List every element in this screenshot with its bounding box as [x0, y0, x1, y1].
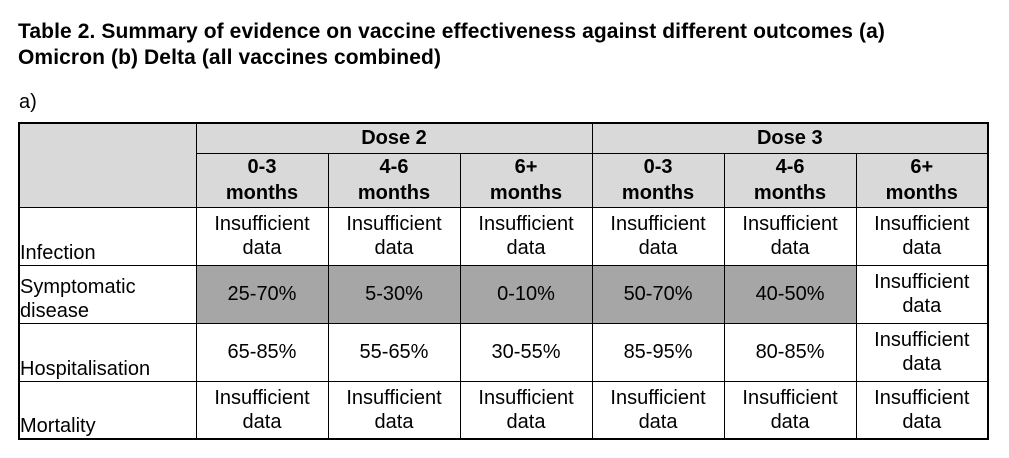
col-header-dose2-4-6-months: 4-6 months [327, 152, 461, 208]
table-cell: 65-85% [195, 322, 329, 382]
table-cell: Insufficient data [195, 206, 329, 266]
table-cell: Insufficient data [855, 380, 989, 440]
table-cell: Insufficient data [723, 380, 857, 440]
col-header-dose3-6plus-months: 6+ months [855, 152, 989, 208]
table-cell: Insufficient data [459, 380, 593, 440]
col-header-dose3-0-3-months: 0-3 months [591, 152, 725, 208]
col-header-dose3-4-6-months: 4-6 months [723, 152, 857, 208]
row-label-symptomatic-disease: Symptomatic disease [18, 264, 197, 324]
document-page: Table 2. Summary of evidence on vaccine … [18, 20, 990, 440]
table-cell-highlighted: 40-50% [723, 264, 857, 324]
table-cell-highlighted: 50-70% [591, 264, 725, 324]
panel-label-a: a) [19, 91, 37, 113]
table-cell: Insufficient data [855, 322, 989, 382]
table-cell: Insufficient data [591, 380, 725, 440]
table-cell: Insufficient data [327, 380, 461, 440]
table-cell: 85-95% [591, 322, 725, 382]
table-row-hospitalisation: Hospitalisation 65-85% 55-65% 30-55% 85-… [18, 322, 989, 382]
table-cell: Insufficient data [855, 206, 989, 266]
col-group-dose-3: Dose 3 [591, 122, 989, 154]
table-cell: Insufficient data [459, 206, 593, 266]
corner-cell [18, 122, 197, 208]
table-cell-highlighted: 0-10% [459, 264, 593, 324]
table-row-symptomatic-disease: Symptomatic disease 25-70% 5-30% 0-10% 5… [18, 264, 989, 324]
row-label-infection: Infection [18, 206, 197, 266]
vaccine-effectiveness-table: Dose 2 Dose 3 0-3 months 4-6 months 6+ m… [18, 122, 990, 440]
row-label-mortality: Mortality [18, 380, 197, 440]
table-cell: Insufficient data [855, 264, 989, 324]
table-cell: Insufficient data [327, 206, 461, 266]
table-cell-highlighted: 25-70% [195, 264, 329, 324]
months-header-row: 0-3 months 4-6 months 6+ months 0-3 mont… [19, 152, 989, 208]
col-group-dose-2: Dose 2 [195, 122, 593, 154]
dose-group-header-row: Dose 2 Dose 3 [18, 122, 989, 208]
table-row-infection: Infection Insufficient data Insufficient… [18, 206, 989, 266]
col-header-dose2-0-3-months: 0-3 months [195, 152, 329, 208]
row-label-hospitalisation: Hospitalisation [18, 322, 197, 382]
col-header-dose2-6plus-months: 6+ months [459, 152, 593, 208]
table-title: Table 2. Summary of evidence on vaccine … [18, 20, 885, 69]
table-cell: 55-65% [327, 322, 461, 382]
table-cell: 80-85% [723, 322, 857, 382]
table-cell: 30-55% [459, 322, 593, 382]
table-row-mortality: Mortality Insufficient data Insufficient… [18, 380, 989, 440]
table-cell: Insufficient data [195, 380, 329, 440]
table-cell: Insufficient data [723, 206, 857, 266]
table-cell-highlighted: 5-30% [327, 264, 461, 324]
table-cell: Insufficient data [591, 206, 725, 266]
